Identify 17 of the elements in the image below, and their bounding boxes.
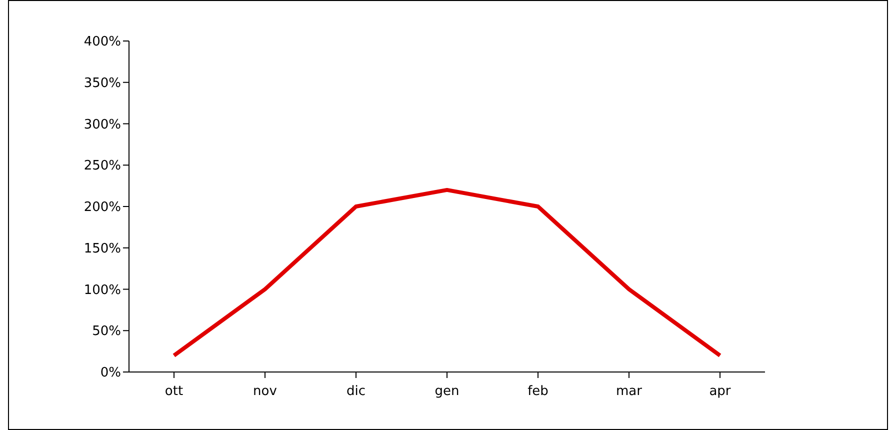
x-tick-label: apr [709,384,732,400]
y-tick-label: 0% [100,366,121,381]
y-tick-label: 150% [84,241,121,256]
x-tick-label: ott [164,384,184,400]
line-series [172,188,722,358]
y-tick-label: 350% [84,76,121,91]
x-tick-label: feb [528,384,548,400]
y-tick-label: 300% [84,117,121,132]
x-tick-label: mar [616,384,643,400]
y-tick-label: 250% [84,158,121,174]
y-tick-label: 100% [84,282,121,298]
x-tick-label: dic [346,384,366,400]
y-tick-label: 50% [92,324,121,340]
x-tick-label: gen [434,384,460,400]
y-tick-label: 400% [84,34,121,50]
y-tick-label: 200% [84,200,121,216]
x-tick-label: nov [253,384,278,400]
